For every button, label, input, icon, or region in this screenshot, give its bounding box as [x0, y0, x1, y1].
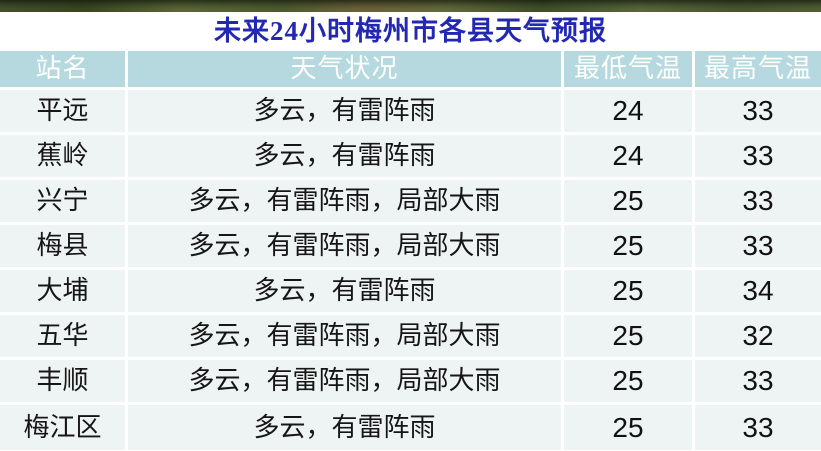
- min-temp-value: 24: [564, 135, 695, 180]
- forecast-table: 站名 天气状况 最低气温 最高气温 平远 多云，有雷阵雨 24 33 蕉岭 多云…: [0, 51, 821, 450]
- weather-condition: 多云，有雷阵雨: [128, 135, 564, 180]
- weather-condition: 多云，有雷阵雨: [128, 405, 564, 450]
- station-name: 兴宁: [0, 180, 128, 225]
- weather-condition: 多云，有雷阵雨: [128, 90, 564, 135]
- min-temp-value: 25: [564, 405, 695, 450]
- weather-condition: 多云，有雷阵雨: [128, 270, 564, 315]
- min-temp-value: 25: [564, 225, 695, 270]
- min-temp-value: 25: [564, 360, 695, 405]
- column-header-station: 站名: [0, 51, 128, 90]
- min-temp-value: 25: [564, 180, 695, 225]
- min-temp-value: 25: [564, 270, 695, 315]
- weather-condition: 多云，有雷阵雨，局部大雨: [128, 315, 564, 360]
- max-temp-value: 33: [695, 405, 821, 450]
- weather-condition: 多云，有雷阵雨，局部大雨: [128, 360, 564, 405]
- weather-condition: 多云，有雷阵雨，局部大雨: [128, 225, 564, 270]
- header-photo-strip: [0, 0, 821, 12]
- station-name: 蕉岭: [0, 135, 128, 180]
- station-name: 大埔: [0, 270, 128, 315]
- column-header-weather: 天气状况: [128, 51, 564, 90]
- station-name: 五华: [0, 315, 128, 360]
- page-title: 未来24小时梅州市各县天气预报: [214, 16, 607, 46]
- column-header-max-temp: 最高气温: [695, 51, 821, 90]
- station-name: 梅江区: [0, 405, 128, 450]
- max-temp-value: 33: [695, 135, 821, 180]
- weather-condition: 多云，有雷阵雨，局部大雨: [128, 180, 564, 225]
- max-temp-value: 32: [695, 315, 821, 360]
- max-temp-value: 33: [695, 180, 821, 225]
- title-band: 未来24小时梅州市各县天气预报: [0, 12, 821, 51]
- max-temp-value: 33: [695, 90, 821, 135]
- station-name: 平远: [0, 90, 128, 135]
- max-temp-value: 34: [695, 270, 821, 315]
- min-temp-value: 24: [564, 90, 695, 135]
- column-header-min-temp: 最低气温: [564, 51, 695, 90]
- station-name: 梅县: [0, 225, 128, 270]
- min-temp-value: 25: [564, 315, 695, 360]
- max-temp-value: 33: [695, 225, 821, 270]
- max-temp-value: 33: [695, 360, 821, 405]
- station-name: 丰顺: [0, 360, 128, 405]
